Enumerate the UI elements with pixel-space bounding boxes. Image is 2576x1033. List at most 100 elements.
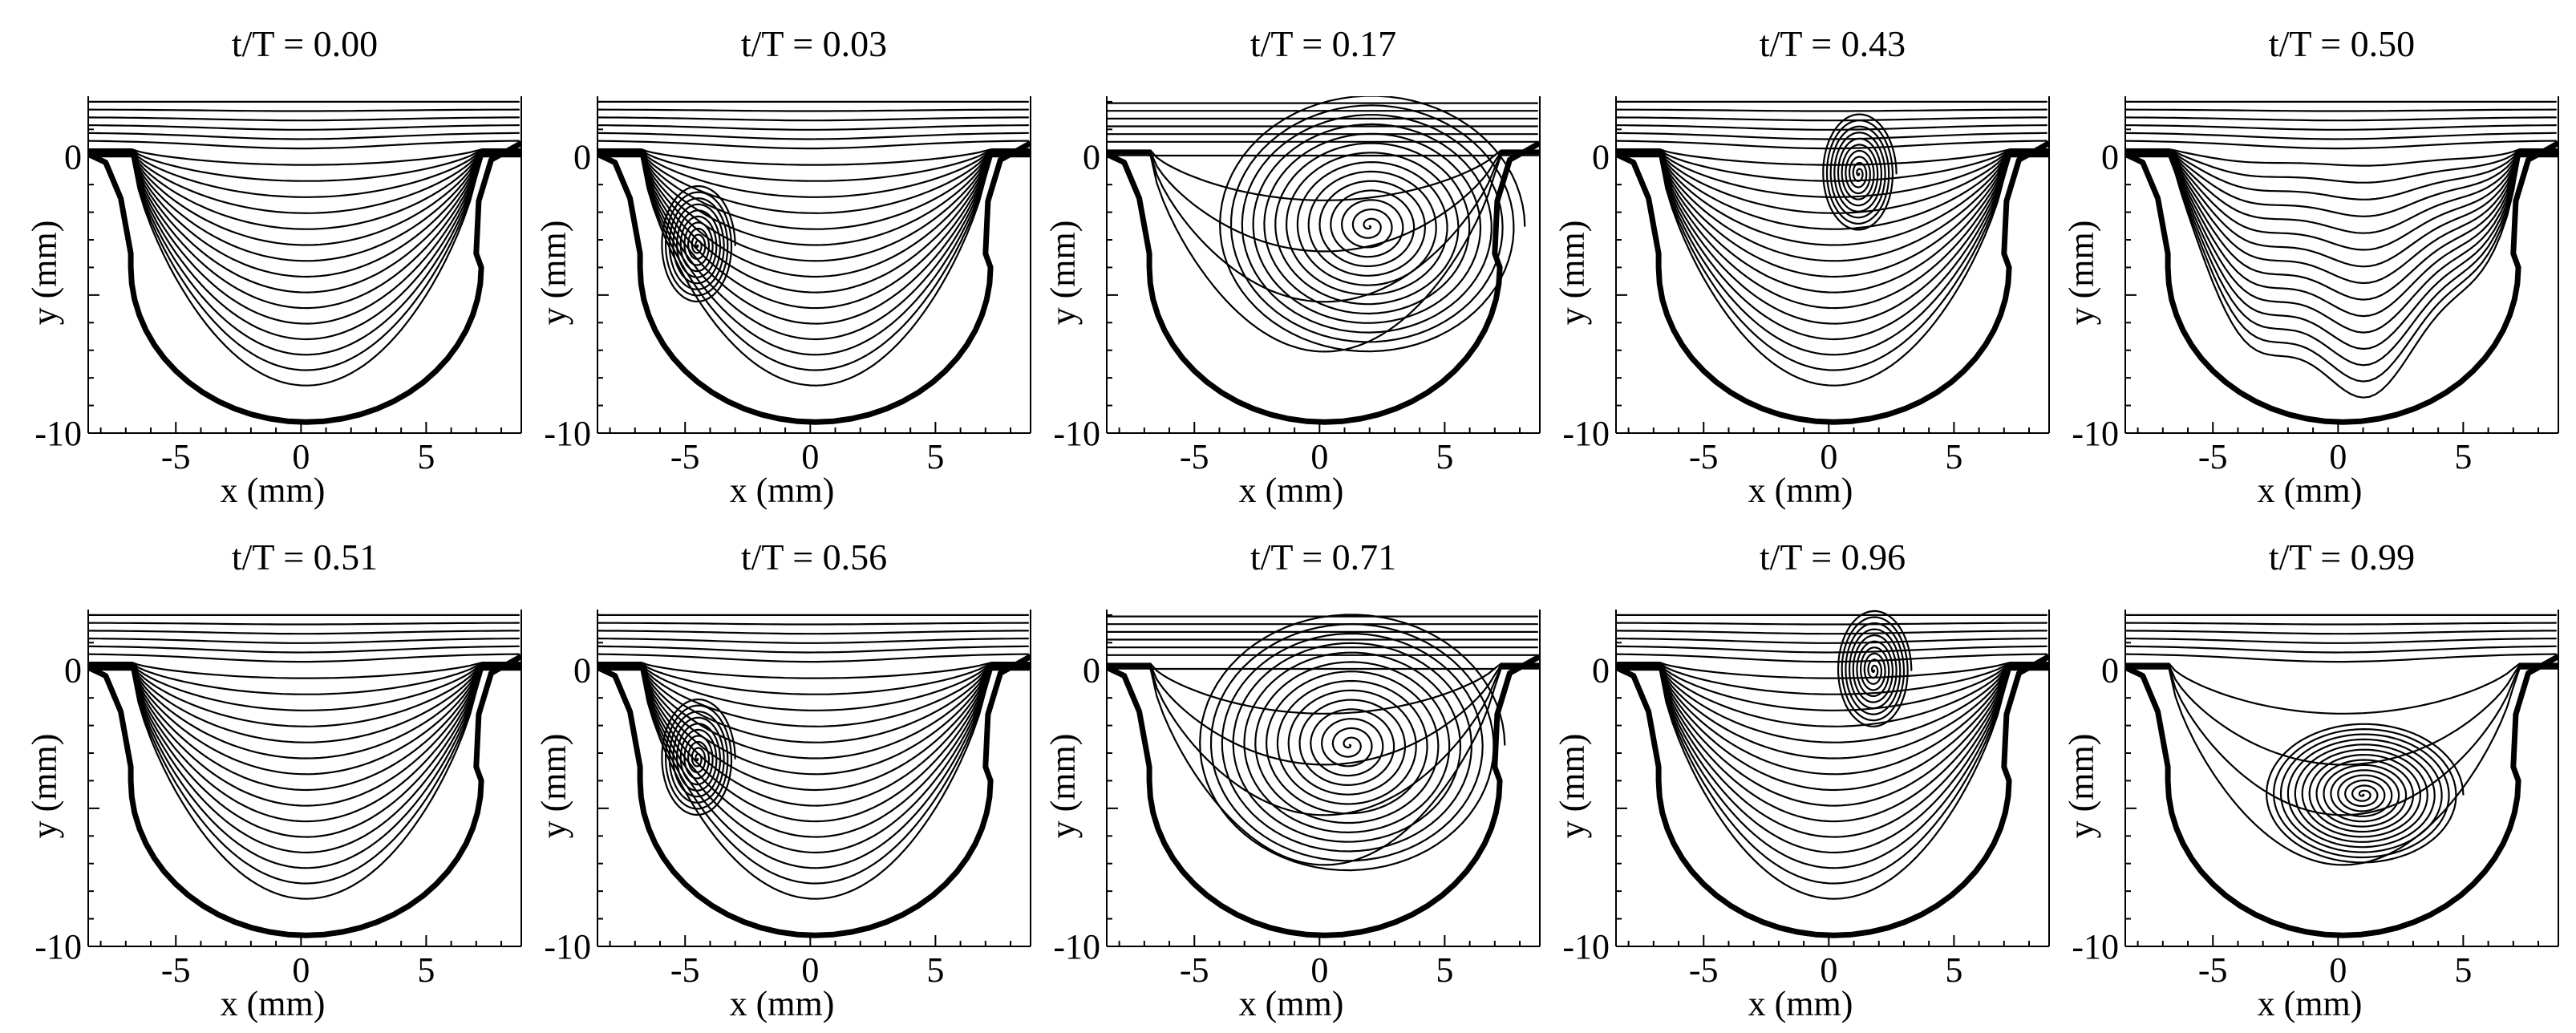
streamline	[1107, 149, 1540, 201]
panel: t/T = 0.03 -5 0 5 0 -10 x (mm) y (mm)	[534, 23, 1031, 510]
streamline	[2125, 645, 2557, 654]
x-axis-label: x (mm)	[1239, 984, 1344, 1023]
vortex-spiral	[2266, 723, 2465, 864]
vortex-spiral	[661, 699, 736, 816]
cavity-wall	[88, 654, 521, 938]
streamline	[597, 662, 1031, 695]
panel-title: t/T = 0.17	[1250, 23, 1396, 64]
cavity-wall	[1107, 654, 1540, 938]
x-tick-label: 5	[1436, 950, 1453, 990]
streamline	[88, 645, 520, 654]
streamline	[88, 140, 520, 150]
streamline	[2125, 149, 2558, 201]
streamline	[88, 148, 521, 182]
streamline	[1616, 667, 2049, 854]
streamline	[1616, 666, 2049, 807]
y-axis-label: y (mm)	[2062, 734, 2101, 839]
streamline	[2125, 155, 2558, 383]
streamline	[597, 630, 1029, 635]
streamline	[1616, 664, 2049, 776]
x-tick-label: -5	[670, 437, 700, 476]
panel: t/T = 0.51 -5 0 5 0 -10 x (mm) y (mm)	[25, 537, 522, 1023]
streamline	[88, 148, 521, 166]
streamline	[88, 116, 520, 122]
streamline	[1616, 150, 2049, 230]
streamline	[88, 653, 520, 663]
cavity-wall	[1107, 140, 1540, 425]
streamline	[1616, 669, 2049, 900]
streamline	[2125, 152, 2558, 318]
x-tick-label: 5	[1436, 437, 1453, 476]
streamline	[597, 149, 1031, 198]
x-axis-label: x (mm)	[730, 984, 835, 1023]
y-tick-label: 0	[2101, 138, 2119, 177]
streamline	[88, 668, 521, 885]
streamline	[88, 665, 521, 792]
streamline	[1107, 151, 1540, 253]
streamline	[2125, 662, 2558, 715]
x-tick-label: 5	[926, 437, 944, 476]
streamline	[88, 149, 521, 198]
y-tick-label: 0	[64, 138, 82, 177]
streamline	[88, 156, 521, 387]
streamline	[597, 664, 1031, 760]
streamline	[2125, 667, 2558, 866]
x-axis-label: x (mm)	[221, 471, 326, 510]
streamline	[88, 667, 521, 854]
panel: t/T = 0.71 -5 0 5 0 -10 x (mm) y (mm)	[1043, 537, 1541, 1023]
streamline	[2125, 638, 2557, 644]
streamline	[2125, 148, 2558, 167]
streamline	[597, 140, 1029, 150]
streamline	[88, 663, 521, 743]
x-tick-label: 5	[926, 950, 944, 990]
streamline	[2125, 151, 2558, 251]
streamline	[1107, 666, 1540, 816]
streamline	[597, 653, 1029, 663]
panel-title: t/T = 0.51	[232, 537, 378, 577]
streamlines	[1616, 100, 2049, 425]
streamline	[2125, 149, 2558, 217]
streamline	[1616, 622, 2047, 626]
panel-title: t/T = 0.03	[741, 23, 887, 64]
x-tick-label: 0	[1310, 950, 1328, 990]
panel: t/T = 0.00 -5 0 5 0 -10 x (mm) y (mm)	[25, 23, 522, 510]
streamlines	[2125, 100, 2558, 425]
streamline	[88, 662, 521, 711]
streamline	[1616, 153, 2049, 325]
x-axis-label: x (mm)	[2258, 984, 2363, 1023]
panel-title: t/T = 0.71	[1250, 537, 1396, 577]
panels-group: t/T = 0.00-5 0 50-10x (mm)y (mm)t/T = 0.03…	[25, 23, 2559, 1023]
x-tick-label: -5	[1689, 437, 1719, 476]
streamline	[2125, 153, 2558, 334]
panel-title: t/T = 0.56	[741, 537, 887, 577]
streamline	[88, 630, 520, 635]
streamline	[597, 149, 1031, 214]
streamline	[1616, 668, 2049, 885]
streamline	[2125, 151, 2558, 268]
streamline	[1616, 665, 2049, 792]
vortex-spiral	[1199, 614, 1506, 872]
streamline	[597, 116, 1029, 122]
streamline	[1616, 124, 2047, 131]
x-tick-label: 0	[801, 950, 819, 990]
streamline	[88, 150, 521, 230]
streamline	[88, 154, 521, 341]
streamline	[1616, 108, 2047, 112]
streamlines	[1107, 96, 1540, 425]
x-tick-label: 0	[1820, 437, 1837, 476]
streamline	[2125, 140, 2557, 150]
cavity-wall	[597, 654, 1031, 938]
panel: t/T = 0.50 -5 0 5 0 -10 x (mm) y (mm)	[2062, 23, 2559, 510]
x-tick-label: -5	[1180, 437, 1209, 476]
y-tick-label: 0	[1592, 651, 1610, 691]
x-axis-label: x (mm)	[2258, 471, 2363, 510]
x-axis-label: x (mm)	[1239, 471, 1344, 510]
streamline	[88, 124, 520, 131]
streamline	[1616, 132, 2047, 140]
streamline	[597, 132, 1029, 140]
streamline	[1107, 664, 1540, 766]
streamline	[88, 155, 521, 371]
y-axis-label: y (mm)	[25, 221, 64, 326]
streamline	[1616, 666, 2049, 823]
y-axis-label: y (mm)	[2062, 221, 2101, 326]
